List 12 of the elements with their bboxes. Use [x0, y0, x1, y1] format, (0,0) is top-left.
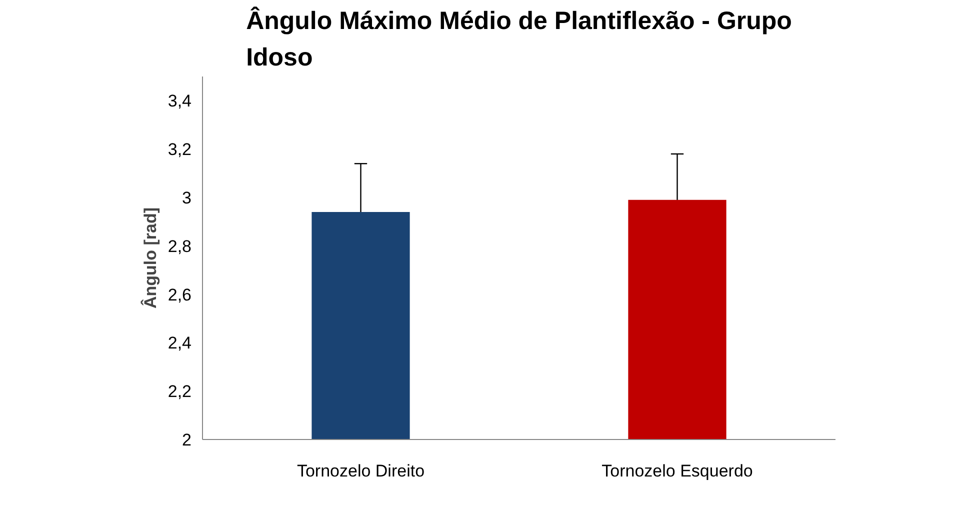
x-tick-label: Tornozelo Esquerdo [602, 462, 753, 480]
chart-title: Ângulo Máximo Médio de Plantiflexão - Grupo Idoso [246, 6, 792, 72]
y-tick-label: 2,4 [168, 334, 192, 353]
y-tick-label: 2,8 [168, 236, 192, 256]
x-tick-label: Tornozelo Direito [296, 462, 425, 480]
y-tick-label: 3,2 [168, 140, 192, 160]
y-tick-label: 2 [182, 430, 192, 450]
y-axis-title: Ângulo [rad] [140, 207, 160, 309]
y-tick-label: 2,6 [168, 285, 192, 304]
y-tick-label: 3 [182, 188, 192, 208]
y-tick-label: 3,4 [168, 92, 192, 111]
y-tick-label: 2,2 [168, 382, 192, 402]
